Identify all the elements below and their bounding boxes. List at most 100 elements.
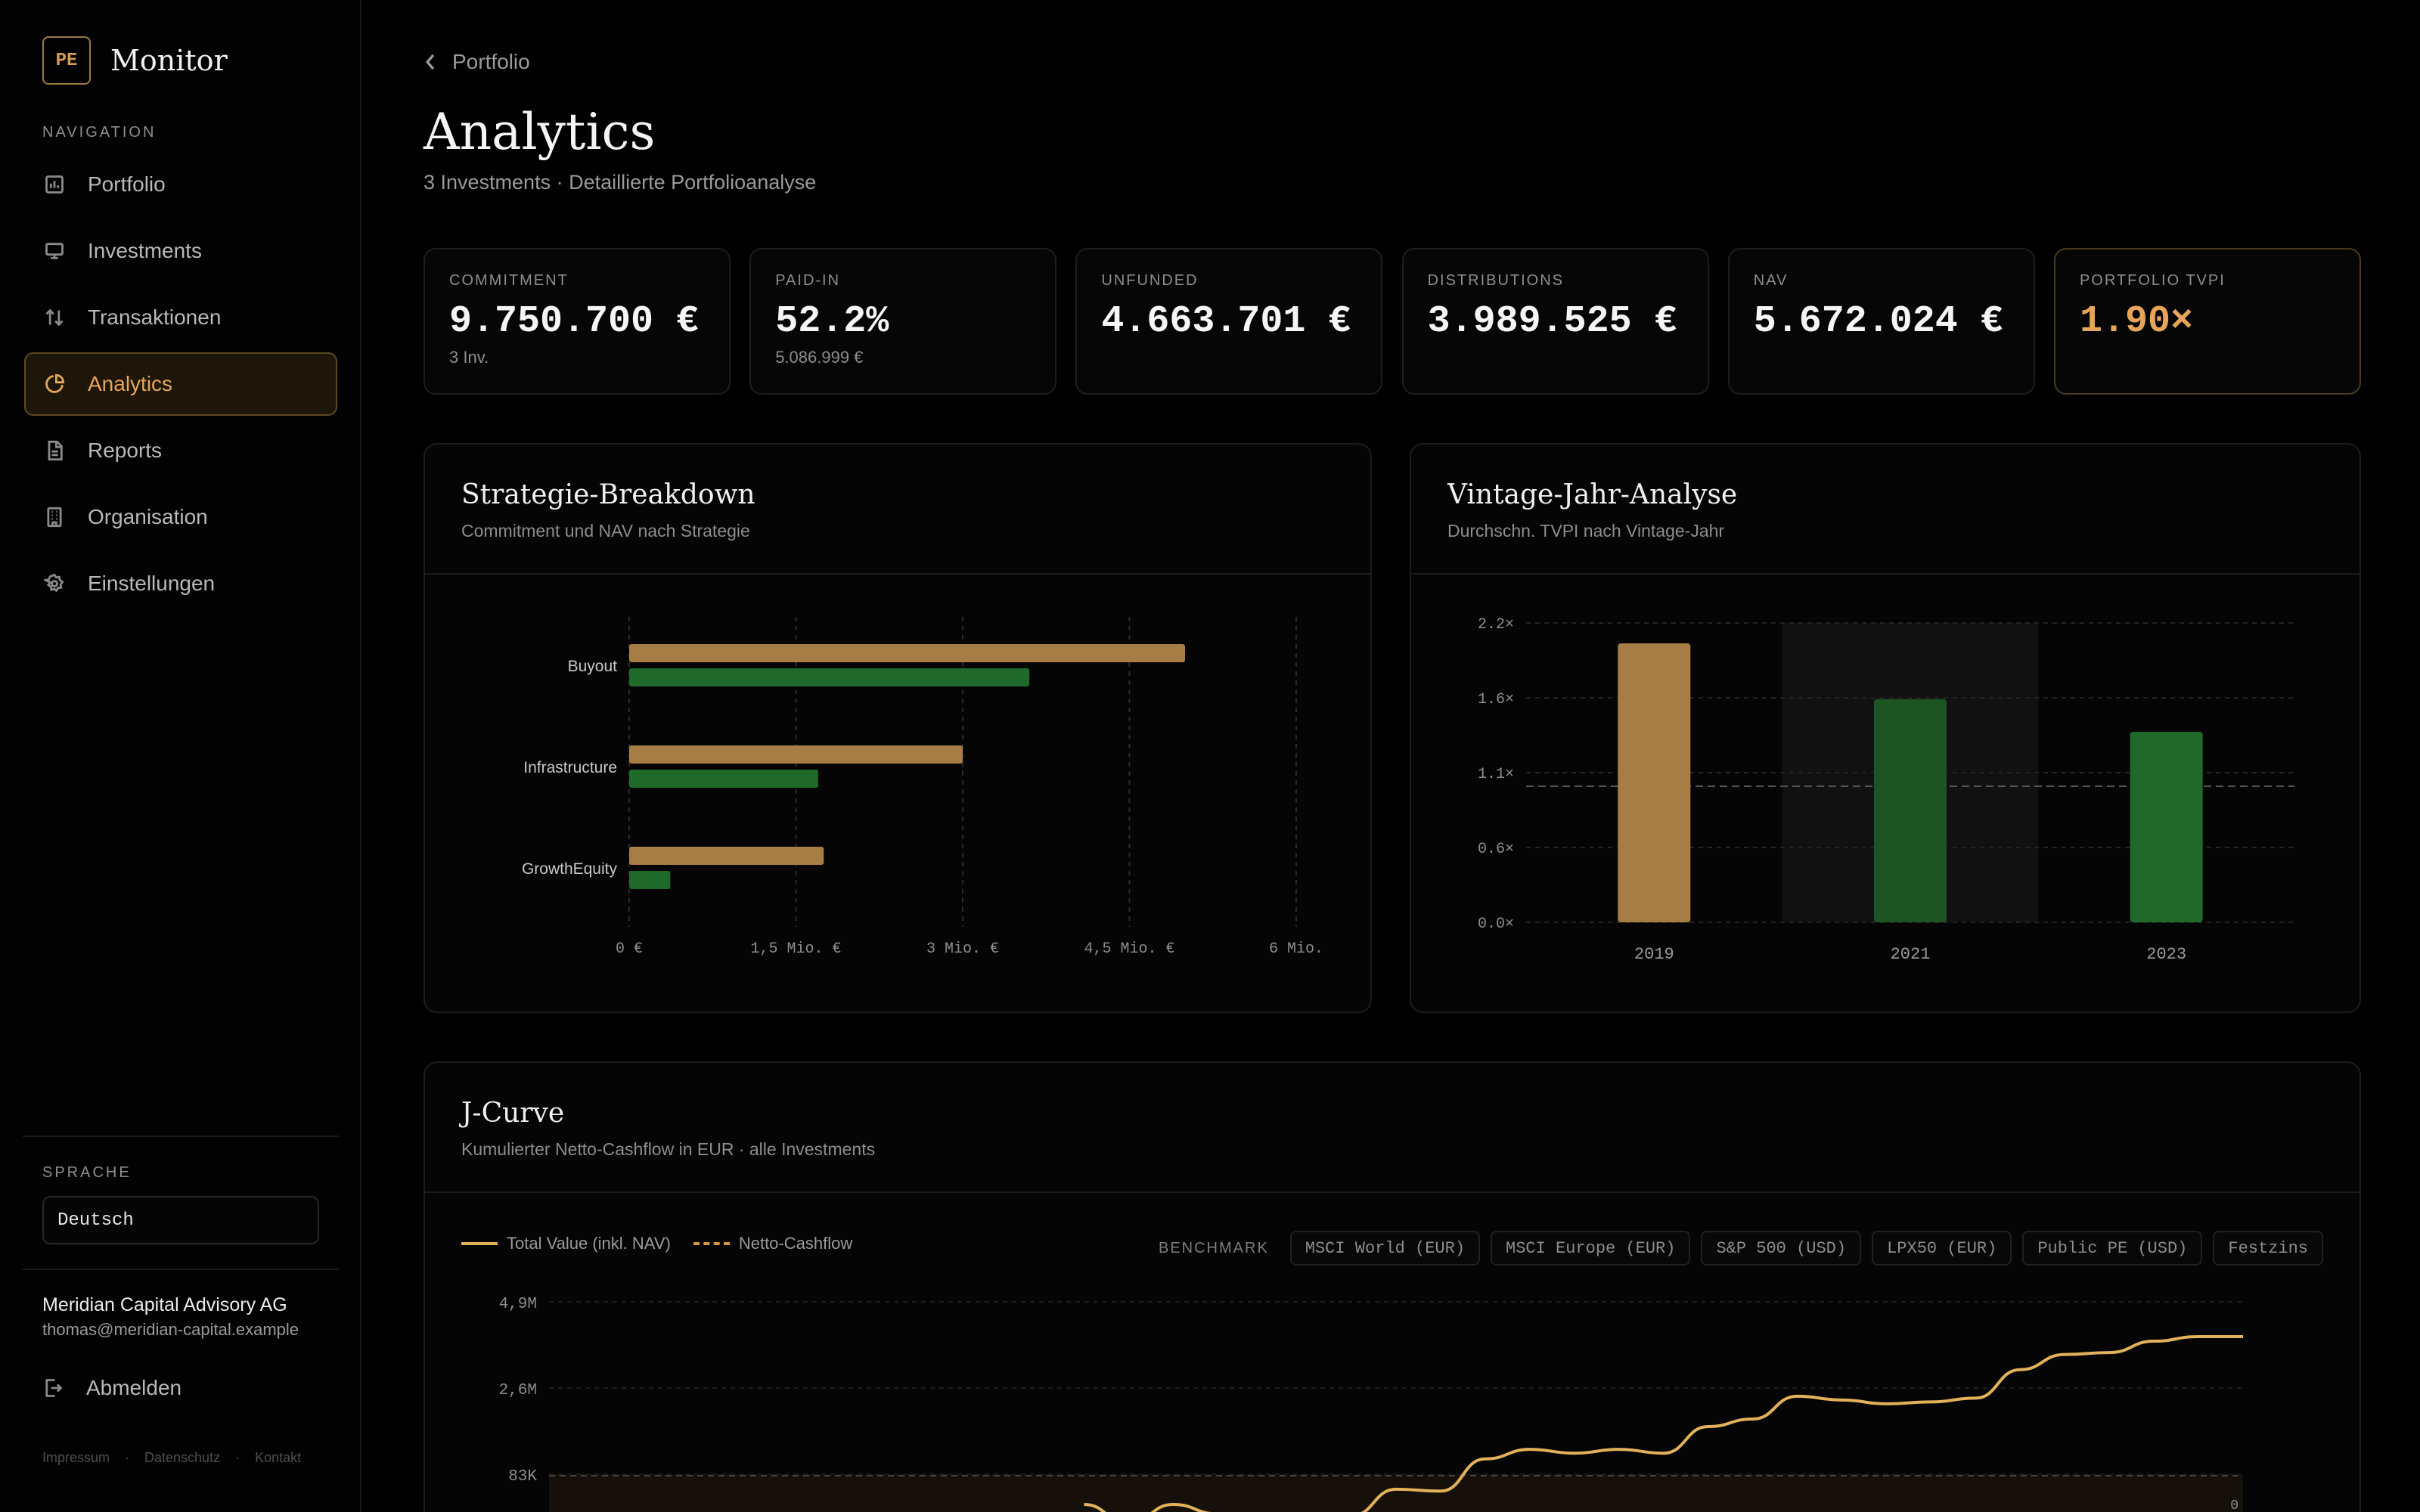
sidebar-item-label: Reports [88,438,163,462]
legend-total-value[interactable]: Total Value (inkl. NAV) [507,1234,671,1253]
kpi-nav: NAV 5.672.024 € [1727,248,2035,395]
card-subtitle: Durchschn. TVPI nach Vintage-Jahr [1447,521,1725,541]
vintage-analysis-card: Vintage-Jahr-Analyse Durchschn. TVPI nac… [1410,443,2361,1013]
kpi-value: 5.672.024 € [1753,300,2003,343]
main-navigation: Portfolio Investments Transaktionen Anal… [24,153,337,618]
kpi-commitment: COMMITMENT 9.750.700 € 3 Inv. [424,248,731,395]
page-subtitle: 3 Investments · Detaillierte Portfolioan… [424,171,817,194]
card-title: Vintage-Jahr-Analyse [1447,479,1738,510]
bar-chart-icon [44,174,65,195]
kpi-value: 9.750.700 € [449,300,700,343]
benchmark-label: BENCHMARK [1158,1239,1269,1256]
sidebar-item-transaktionen[interactable]: Transaktionen [24,286,337,349]
breadcrumb-link[interactable]: Portfolio [452,50,530,73]
bar [629,668,1030,686]
x-tick-label: 4,5 Mio. € [1084,940,1174,958]
building-icon [44,507,65,528]
sidebar-item-organisation[interactable]: Organisation [24,485,337,549]
negative-zone [549,1474,2243,1512]
footer-links: Impressum · Datenschutz · Kontakt [42,1450,301,1466]
sidebar-item-einstellungen[interactable]: Einstellungen [24,552,337,615]
kpi-value: 3.989.525 € [1427,300,1677,343]
y-tick-label: 1.1× [1478,766,1514,783]
language-heading: SPRACHE [42,1164,132,1181]
bar [629,745,963,764]
y-tick-label: 4,9M [499,1296,537,1313]
language-select[interactable]: Deutsch [42,1196,319,1244]
sidebar-item-label: Organisation [88,505,208,528]
kpi-label: COMMITMENT [449,272,569,289]
bar [1874,699,1947,922]
x-tick-label: 3 Mio. € [926,940,999,958]
legend-net-cashflow[interactable]: Netto-Cashflow [738,1234,853,1253]
app-logo[interactable]: PE Monitor [42,36,228,85]
card-title: Strategie-Breakdown [461,479,755,510]
y-tick-label: 1.6× [1478,691,1514,708]
kpi-sub: 3 Inv. [449,348,489,367]
logo-badge: PE [42,36,91,85]
card-header: Strategie-Breakdown Commitment und NAV n… [425,445,1370,575]
arrows-up-down-icon [44,307,65,328]
card-subtitle: Kumulierter Netto-Cashflow in EUR · alle… [461,1139,876,1159]
x-tick-label: 1,5 Mio. € [750,940,841,958]
benchmark-public-pe[interactable]: Public PE (USD) [2022,1231,2203,1266]
pie-chart-icon [44,373,65,395]
sidebar-item-label: Einstellungen [88,572,216,595]
monitor-icon [44,240,65,262]
j-curve-line-chart: 4,9M 2,6M 83K 0 [499,1296,2243,1512]
document-icon [44,440,65,461]
category-label: GrowthEquity [522,860,618,878]
footer-link-datenschutz[interactable]: Datenschutz [144,1450,221,1465]
legend-swatch-total-value [461,1242,498,1245]
footer-link-impressum[interactable]: Impressum [42,1450,110,1465]
total-value-line [1084,1335,2243,1512]
user-email: thomas@meridian-capital.example [42,1320,299,1339]
sidebar-item-label: Investments [88,239,202,262]
bar [629,871,671,889]
x-tick-label: 6 Mio. [1269,940,1323,958]
strategy-breakdown-card: Strategie-Breakdown Commitment und NAV n… [424,443,1372,1013]
benchmark-festzins[interactable]: Festzins [2213,1231,2323,1266]
strategy-bar-chart: 0 € 1,5 Mio. € 3 Mio. € 4,5 Mio. € 6 Mio. Buy… [522,617,1323,958]
kpi-unfunded: UNFUNDED 4.663.701 € [1075,248,1383,395]
main-content: Portfolio Analytics 3 Investments · Deta… [361,0,2420,1512]
sidebar-item-analytics[interactable]: Analytics [24,352,337,416]
x-tick-label: 2021 [1891,945,1931,964]
sidebar-item-reports[interactable]: Reports [24,419,337,482]
kpi-label: PAID-IN [775,272,841,289]
sidebar-divider [23,1136,339,1137]
nav-heading: NAVIGATION [42,124,157,141]
benchmark-msci-world[interactable]: MSCI World (EUR) [1289,1231,1481,1266]
logout-label: Abmelden [86,1376,182,1399]
zero-label: 0 [2230,1498,2238,1512]
organization-name: Meridian Capital Advisory AG [42,1294,287,1315]
sidebar-item-label: Analytics [88,372,173,395]
kpi-paid-in: PAID-IN 52.2% 5.086.999 € [749,248,1057,395]
sidebar-item-portfolio[interactable]: Portfolio [24,153,337,216]
kpi-portfolio-tvpi: PORTFOLIO TVPI 1.90× [2053,248,2361,395]
bar [629,770,818,788]
kpi-sub: 5.086.999 € [775,348,864,367]
x-tick-label: 2023 [2146,945,2186,964]
footer-link-kontakt[interactable]: Kontakt [255,1450,302,1465]
bar [2130,732,2203,922]
breadcrumb[interactable]: Portfolio [424,50,530,74]
category-label: Buyout [568,658,618,675]
logout-button[interactable]: Abmelden [42,1376,182,1400]
benchmark-msci-europe[interactable]: MSCI Europe (EUR) [1491,1231,1691,1266]
benchmark-sp500[interactable]: S&P 500 (USD) [1701,1231,1862,1266]
logo-text: Monitor [110,44,228,77]
kpi-value: 1.90× [2079,300,2193,343]
kpi-label: NAV [1753,272,1789,289]
sidebar: PE Monitor NAVIGATION Portfolio Investme… [0,0,361,1512]
footer-separator: · [235,1450,240,1465]
benchmark-lpx50[interactable]: LPX50 (EUR) [1872,1231,2012,1266]
card-header: Vintage-Jahr-Analyse Durchschn. TVPI nac… [1411,445,2360,575]
page-title: Analytics [424,103,656,161]
kpi-distributions: DISTRIBUTIONS 3.989.525 € [1401,248,1709,395]
sidebar-item-investments[interactable]: Investments [24,219,337,283]
x-tick-label: 2019 [1634,945,1674,964]
card-subtitle: Commitment und NAV nach Strategie [461,521,750,541]
y-tick-label: 2.2× [1478,616,1514,634]
y-tick-label: 83K [508,1468,537,1486]
